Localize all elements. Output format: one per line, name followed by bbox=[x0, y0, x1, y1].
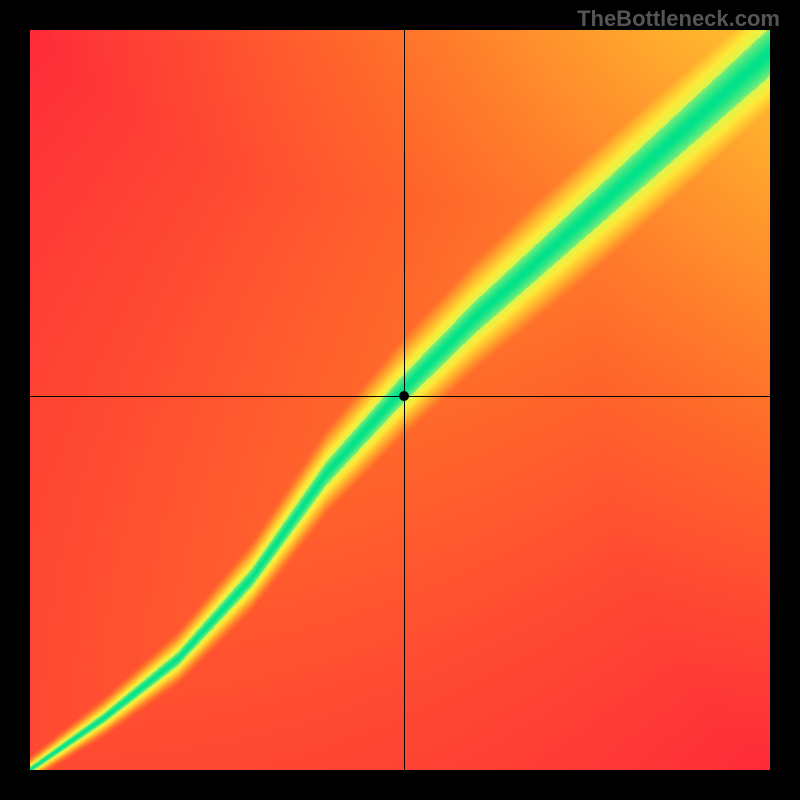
crosshair-marker bbox=[399, 391, 409, 401]
bottleneck-heatmap bbox=[30, 30, 770, 770]
watermark-text: TheBottleneck.com bbox=[577, 6, 780, 32]
